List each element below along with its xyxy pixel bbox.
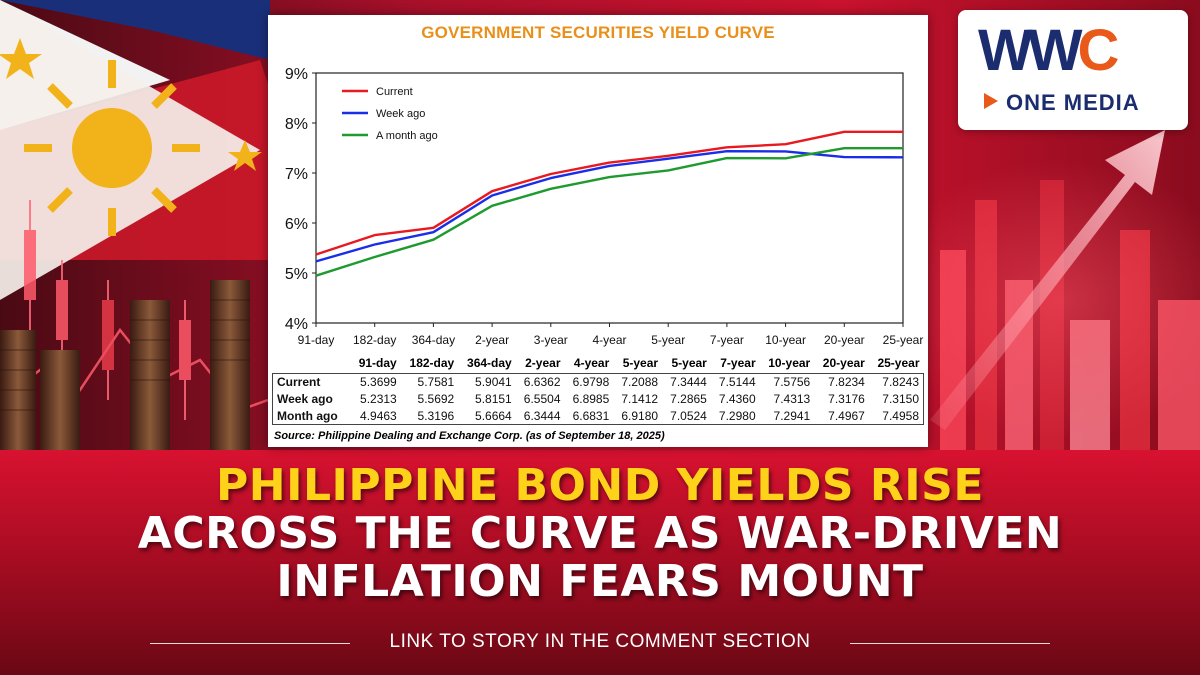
x-tick-label: 25-year bbox=[883, 333, 924, 347]
table-cell: 5.6664 bbox=[475, 408, 512, 423]
table-row-current: Current 5.3699 5.7581 5.9041 6.6362 6.97… bbox=[273, 374, 924, 391]
table-cell: 7.1412 bbox=[621, 392, 659, 406]
table-cell: 5.5692 bbox=[417, 392, 455, 406]
headline-line-3: INFLATION FEARS MOUNT bbox=[276, 556, 924, 607]
coin-stacks-icon bbox=[0, 280, 250, 450]
table-col-header: 2-year bbox=[525, 356, 561, 370]
table-cell: 7.5756 bbox=[773, 375, 811, 390]
table-cell: 7.2088 bbox=[621, 375, 659, 390]
footer-divider-right bbox=[850, 643, 1050, 644]
y-tick-label: 7% bbox=[285, 166, 308, 183]
x-tick-label: 364-day bbox=[412, 333, 455, 347]
y-tick-label: 5% bbox=[285, 266, 308, 283]
rising-arrow-icon bbox=[930, 130, 1165, 430]
chart-title: GOVERNMENT SECURITIES YIELD CURVE bbox=[421, 23, 775, 42]
legend-label: Week ago bbox=[376, 108, 425, 120]
table-cell: 7.4958 bbox=[882, 408, 919, 423]
table-cell: 6.9180 bbox=[621, 408, 659, 423]
table-cell: 6.9798 bbox=[572, 375, 610, 390]
table-col-header: 5-year bbox=[622, 356, 659, 370]
chart-source-note: Source: Philippine Dealing and Exchange … bbox=[274, 430, 665, 442]
table-header-row: 91-day 182-day 364-day 2-year 4-year 5-y… bbox=[272, 353, 924, 374]
table-col-header: 4-year bbox=[573, 356, 610, 370]
table-col-header: 25-year bbox=[877, 356, 920, 370]
x-tick-label: 4-year bbox=[592, 333, 626, 347]
x-tick-label: 5-year bbox=[651, 333, 685, 347]
x-tick-label: 182-day bbox=[353, 333, 396, 347]
table-row-label: Month ago bbox=[277, 408, 338, 423]
table-cell: 7.4967 bbox=[828, 408, 865, 423]
table-cell: 5.8151 bbox=[475, 392, 512, 406]
table-cell: 6.3444 bbox=[523, 408, 561, 423]
table-corner-cell bbox=[273, 353, 351, 374]
headline-line-1: PHILIPPINE BOND YIELDS RISE bbox=[216, 460, 984, 511]
table-cell: 7.4313 bbox=[773, 392, 811, 406]
brand-wordmark-main: WW bbox=[978, 18, 1082, 83]
table-cell: 7.3150 bbox=[882, 392, 919, 406]
series-line-week-ago bbox=[315, 149, 904, 263]
table-row-label: Current bbox=[277, 375, 321, 390]
table-cell: 7.0524 bbox=[670, 408, 707, 423]
philippine-flag-icon bbox=[0, 0, 270, 300]
table-cell: 7.5144 bbox=[718, 375, 756, 390]
table-cell: 5.9041 bbox=[475, 375, 512, 390]
x-tick-label: 10-year bbox=[765, 333, 806, 347]
table-row-label: Week ago bbox=[277, 392, 333, 406]
series-line-current bbox=[315, 130, 903, 256]
y-tick-label: 6% bbox=[285, 216, 308, 233]
brand-wordmark: WWC bbox=[978, 22, 1119, 80]
table-cell: 7.2865 bbox=[670, 392, 707, 406]
y-tick-label: 4% bbox=[285, 316, 308, 333]
y-tick-label: 8% bbox=[285, 116, 308, 133]
table-cell: 7.4360 bbox=[718, 392, 756, 406]
headline: PHILIPPINE BOND YIELDS RISE ACROSS THE C… bbox=[0, 462, 1200, 606]
wwc-one-media-logo: WWC ONE MEDIA bbox=[958, 10, 1188, 130]
table-row-week-ago: Week ago 5.2313 5.5692 5.8151 6.5504 6.8… bbox=[273, 391, 924, 408]
x-tick-label: 7-year bbox=[710, 333, 744, 347]
yield-table: 91-day 182-day 364-day 2-year 4-year 5-y… bbox=[272, 353, 924, 425]
table-col-header: 5-year bbox=[671, 356, 707, 370]
y-tick-label: 9% bbox=[285, 66, 308, 83]
yield-curve-chart-card: GOVERNMENT SECURITIES YIELD CURVE 4% 5% 6%… bbox=[268, 15, 928, 447]
footer-divider-left bbox=[150, 643, 350, 644]
yield-curve-plot: 4% 5% 6% 7% 8% 9% 91-day 182-day 364-day 2-year 3-… bbox=[285, 66, 924, 347]
table-cell: 7.8243 bbox=[882, 375, 919, 390]
table-cell: 7.8234 bbox=[828, 375, 865, 390]
table-cell: 7.3176 bbox=[828, 392, 865, 406]
legend-label: A month ago bbox=[376, 130, 438, 142]
play-triangle-icon bbox=[984, 93, 998, 109]
brand-wordmark-accent: C bbox=[1077, 18, 1120, 83]
table-col-header: 364-day bbox=[467, 356, 512, 370]
table-cell: 6.5504 bbox=[523, 392, 561, 406]
x-tick-label: 20-year bbox=[824, 333, 865, 347]
table-cell: 6.6362 bbox=[523, 375, 561, 390]
table-cell: 7.2941 bbox=[773, 408, 811, 423]
table-col-header: 20-year bbox=[822, 356, 865, 370]
footer-link-note: LINK TO STORY IN THE COMMENT SECTION bbox=[389, 631, 811, 652]
table-row-month-ago: Month ago 4.9463 5.3196 5.6664 6.3444 6.… bbox=[273, 408, 924, 425]
table-cell: 6.6831 bbox=[572, 408, 610, 423]
table-cell: 6.8985 bbox=[572, 392, 610, 406]
table-col-header: 91-day bbox=[358, 356, 397, 370]
table-cell: 5.3699 bbox=[360, 375, 397, 390]
table-col-header: 182-day bbox=[409, 356, 455, 370]
table-col-header: 7-year bbox=[720, 356, 756, 370]
x-tick-label: 91-day bbox=[298, 333, 335, 347]
candlestick-icon bbox=[0, 200, 269, 420]
table-cell: 5.7581 bbox=[417, 375, 455, 390]
x-tick-label: 2-year bbox=[475, 333, 509, 347]
brand-subtitle: ONE MEDIA bbox=[1006, 90, 1140, 115]
table-cell: 4.9463 bbox=[360, 408, 397, 423]
table-col-header: 10-year bbox=[768, 356, 811, 370]
x-tick-label: 3-year bbox=[534, 333, 568, 347]
legend-label: Current bbox=[376, 86, 413, 98]
table-cell: 7.2980 bbox=[718, 408, 756, 423]
series-line-a-month-ago bbox=[315, 146, 903, 277]
table-cell: 7.3444 bbox=[670, 375, 707, 390]
headline-line-2: ACROSS THE CURVE AS WAR-DRIVEN bbox=[137, 508, 1063, 559]
table-cell: 5.3196 bbox=[417, 408, 455, 423]
table-cell: 5.2313 bbox=[360, 392, 397, 406]
